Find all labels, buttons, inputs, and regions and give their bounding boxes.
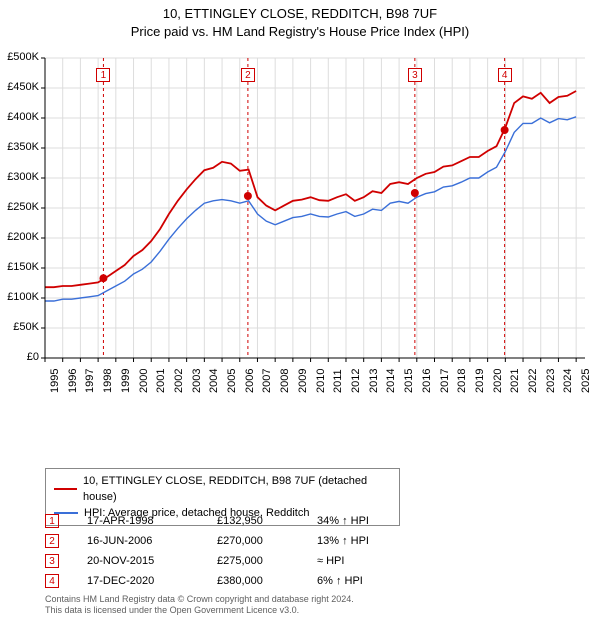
x-tick-label: 2013 xyxy=(368,369,380,393)
y-tick-label: £300K xyxy=(7,171,39,183)
x-tick-label: 1998 xyxy=(102,369,114,393)
sale-date: 17-APR-1998 xyxy=(87,515,217,527)
x-tick-label: 1996 xyxy=(67,369,79,393)
x-tick-label: 2025 xyxy=(580,369,592,393)
sale-marker: 3 xyxy=(45,554,59,568)
legend-item-property: 10, ETTINGLEY CLOSE, REDDITCH, B98 7UF (… xyxy=(54,473,391,505)
y-tick-label: £200K xyxy=(7,231,39,243)
x-tick-label: 2011 xyxy=(332,369,344,393)
sale-row: 4 17-DEC-2020£380,0006% ↑ HPI xyxy=(45,571,369,591)
sale-row: 3 20-NOV-2015£275,000≈ HPI xyxy=(45,551,369,571)
x-tick-label: 2020 xyxy=(492,369,504,393)
sale-marker: 2 xyxy=(45,534,59,548)
sale-marker: 4 xyxy=(45,574,59,588)
sale-delta: ≈ HPI xyxy=(317,555,344,567)
sale-price: £132,950 xyxy=(217,515,317,527)
chart-sale-marker: 2 xyxy=(241,68,255,82)
x-tick-label: 1999 xyxy=(120,369,132,393)
sale-delta: 34% ↑ HPI xyxy=(317,515,369,527)
x-tick-label: 2003 xyxy=(191,369,203,393)
sale-price: £270,000 xyxy=(217,535,317,547)
title-line1: 10, ETTINGLEY CLOSE, REDDITCH, B98 7UF xyxy=(0,6,600,21)
sale-row: 2 16-JUN-2006£270,00013% ↑ HPI xyxy=(45,531,369,551)
y-tick-label: £250K xyxy=(7,201,39,213)
legend-swatch-property xyxy=(54,488,77,490)
x-tick-label: 2001 xyxy=(155,369,167,393)
sales-table: 1 17-APR-1998£132,95034% ↑ HPI 2 16-JUN-200… xyxy=(45,511,369,591)
y-tick-label: £0 xyxy=(27,351,39,363)
title-line2: Price paid vs. HM Land Registry's House … xyxy=(0,24,600,39)
x-tick-label: 1997 xyxy=(84,369,96,393)
sale-delta: 6% ↑ HPI xyxy=(317,575,363,587)
sale-price: £380,000 xyxy=(217,575,317,587)
x-tick-label: 2008 xyxy=(279,369,291,393)
x-tick-label: 2004 xyxy=(208,369,220,393)
chart-sale-marker: 1 xyxy=(96,68,110,82)
y-tick-label: £350K xyxy=(7,141,39,153)
x-tick-label: 2006 xyxy=(244,369,256,393)
x-tick-label: 2023 xyxy=(545,369,557,393)
sale-date: 16-JUN-2006 xyxy=(87,535,217,547)
sale-row: 1 17-APR-1998£132,95034% ↑ HPI xyxy=(45,511,369,531)
x-tick-label: 2016 xyxy=(421,369,433,393)
y-tick-label: £150K xyxy=(7,261,39,273)
x-tick-label: 2015 xyxy=(403,369,415,393)
footnote: Contains HM Land Registry data © Crown c… xyxy=(45,594,354,616)
x-tick-label: 2018 xyxy=(456,369,468,393)
x-tick-label: 2007 xyxy=(261,369,273,393)
y-tick-label: £100K xyxy=(7,291,39,303)
x-tick-label: 2017 xyxy=(439,369,451,393)
x-tick-label: 2009 xyxy=(297,369,309,393)
y-tick-label: £400K xyxy=(7,111,39,123)
x-tick-label: 1995 xyxy=(49,369,61,393)
chart-sale-marker: 3 xyxy=(408,68,422,82)
y-tick-label: £500K xyxy=(7,51,39,63)
x-tick-label: 2024 xyxy=(562,369,574,393)
x-tick-label: 2014 xyxy=(385,369,397,393)
x-tick-label: 2005 xyxy=(226,369,238,393)
sale-marker: 1 xyxy=(45,514,59,528)
sale-price: £275,000 xyxy=(217,555,317,567)
x-tick-label: 2012 xyxy=(350,369,362,393)
x-tick-label: 2002 xyxy=(173,369,185,393)
x-tick-label: 2021 xyxy=(509,369,521,393)
sale-delta: 13% ↑ HPI xyxy=(317,535,369,547)
y-tick-label: £450K xyxy=(7,81,39,93)
x-tick-label: 2000 xyxy=(138,369,150,393)
sale-date: 17-DEC-2020 xyxy=(87,575,217,587)
legend-label-property: 10, ETTINGLEY CLOSE, REDDITCH, B98 7UF (… xyxy=(83,473,391,505)
price-chart: £0 £50K £100K £150K £200K £250K £300K £350K £400… xyxy=(0,50,600,460)
sale-date: 20-NOV-2015 xyxy=(87,555,217,567)
chart-sale-marker: 4 xyxy=(498,68,512,82)
x-tick-label: 2022 xyxy=(527,369,539,393)
y-tick-label: £50K xyxy=(13,321,39,333)
footnote-line1: Contains HM Land Registry data © Crown c… xyxy=(45,594,354,605)
footnote-line2: This data is licensed under the Open Gov… xyxy=(45,605,354,616)
x-tick-label: 2010 xyxy=(315,369,327,393)
x-tick-label: 2019 xyxy=(474,369,486,393)
